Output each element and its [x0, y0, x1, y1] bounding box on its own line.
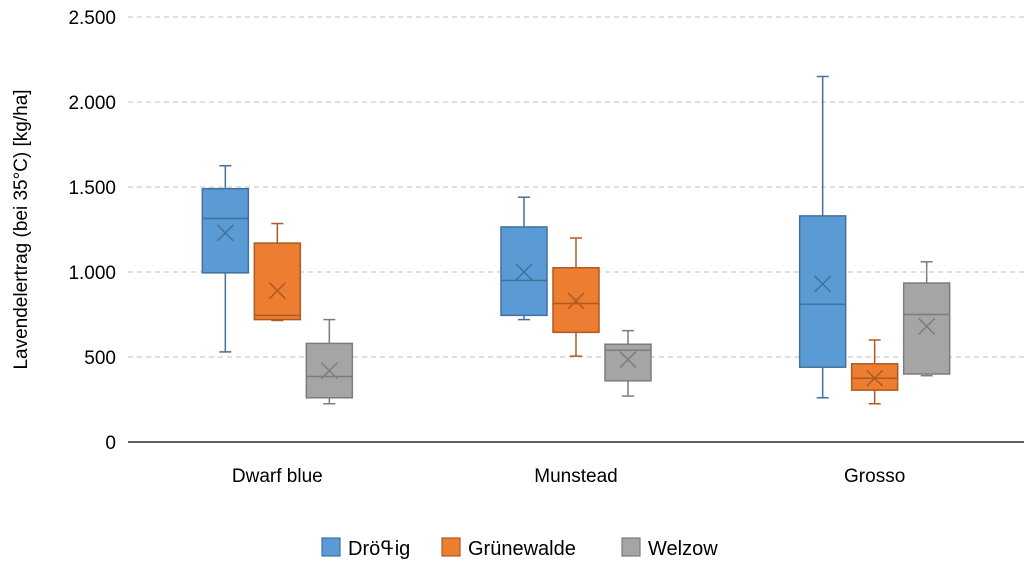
- box: [798, 215, 847, 368]
- y-axis-tick-labels: 0 500 1.000 1.500 2.000 2.500: [68, 8, 116, 454]
- mean-marker: [515, 263, 533, 281]
- mean-marker: [814, 275, 832, 293]
- legend-swatch: [321, 537, 341, 557]
- box-plot-item: [902, 261, 951, 377]
- y-tick-label: 500: [84, 348, 116, 369]
- y-tick-label: 2.500: [68, 8, 116, 29]
- mean-marker: [866, 369, 884, 387]
- mean-marker: [567, 292, 585, 310]
- box-plot-item: [552, 237, 600, 357]
- box: [850, 363, 899, 391]
- legend: Dröߟig Grünewalde Welzow: [321, 537, 718, 560]
- mean-marker: [320, 362, 338, 380]
- series-gr-newalde: [253, 222, 899, 405]
- y-tick-label: 0: [105, 433, 116, 454]
- box: [201, 187, 250, 274]
- x-category-label: Munstead: [534, 466, 617, 487]
- y-tick-label: 1.000: [68, 263, 116, 284]
- box: [902, 282, 951, 375]
- legend-label: Welzow: [648, 538, 718, 560]
- mean-marker: [619, 351, 637, 369]
- x-category-label: Dwarf blue: [232, 466, 323, 487]
- mean-marker: [268, 282, 286, 300]
- y-axis-title: Lavendelertrag (bei 35°C) [kg/ha]: [11, 89, 32, 369]
- box-plot-item: [850, 339, 899, 405]
- legend-swatch: [441, 537, 461, 557]
- box-plot-item: [201, 165, 250, 353]
- mean-marker: [918, 317, 936, 335]
- legend-swatch: [621, 537, 641, 557]
- box-plot-item: [604, 329, 652, 397]
- box: [253, 242, 302, 321]
- y-tick-label: 2.000: [68, 93, 116, 114]
- box-plot-item: [500, 196, 548, 321]
- box-plot-item: [305, 318, 354, 405]
- x-axis-category-labels: Dwarf blue Munstead Grosso: [232, 466, 905, 487]
- box-plot-item: [798, 75, 847, 399]
- box-plot-item: [253, 222, 302, 322]
- x-category-label: Grosso: [844, 466, 905, 487]
- box-plot-series: [201, 75, 951, 405]
- legend-label: Dröߟig: [348, 538, 410, 560]
- mean-marker: [216, 224, 234, 242]
- series-welzow: [305, 261, 951, 405]
- series-dr-ig: [201, 75, 847, 399]
- legend-label: Grünewalde: [468, 538, 576, 560]
- y-tick-label: 1.500: [68, 178, 116, 199]
